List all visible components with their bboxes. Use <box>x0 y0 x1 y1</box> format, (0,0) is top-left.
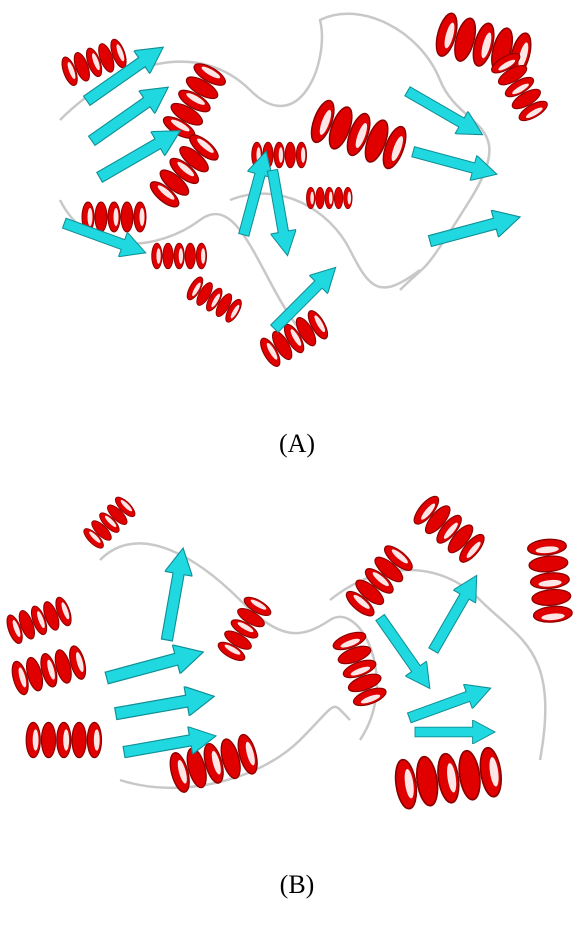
helix <box>26 722 101 757</box>
structure-a <box>59 11 550 369</box>
panel-label: (B) <box>280 870 315 899</box>
strand <box>369 610 440 696</box>
helix <box>9 644 89 696</box>
strand <box>103 638 207 693</box>
strand <box>415 720 495 744</box>
helix <box>152 243 207 269</box>
helix <box>81 494 138 551</box>
strand <box>113 682 217 729</box>
helix <box>306 187 352 208</box>
strand <box>260 168 301 258</box>
helix <box>393 746 504 810</box>
page: (A) (B) (() => { const data = JSON.parse… <box>0 0 577 932</box>
panel-label: (A) <box>279 429 315 458</box>
helix <box>343 542 416 620</box>
helix <box>4 595 74 645</box>
helix <box>527 538 573 624</box>
strand <box>405 676 495 730</box>
helix <box>160 60 228 143</box>
helix <box>410 493 488 566</box>
helix <box>257 308 332 369</box>
structure-b <box>4 493 573 810</box>
figure: (A) (B) <box>0 0 577 932</box>
helix <box>331 629 388 709</box>
helix <box>307 98 411 172</box>
helix <box>184 275 244 325</box>
